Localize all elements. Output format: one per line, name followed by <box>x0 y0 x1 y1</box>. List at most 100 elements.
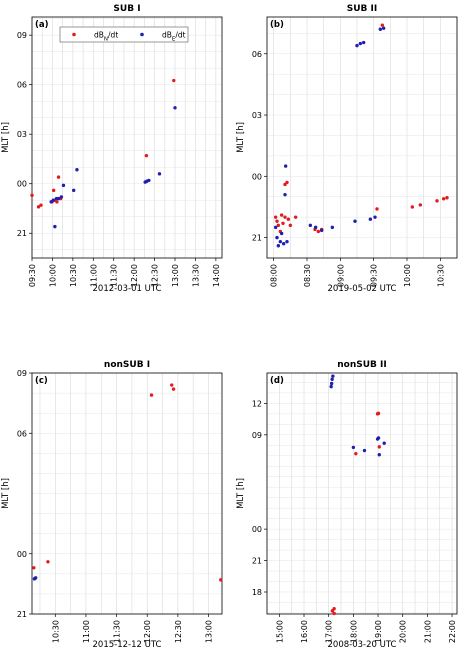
legend-marker <box>72 32 76 37</box>
x-tick-label: 13:00 <box>205 620 214 643</box>
series-dbn-dt <box>330 411 381 616</box>
data-point <box>361 40 366 45</box>
data-point <box>286 217 291 221</box>
series-dbe-dt <box>49 106 177 229</box>
panel-title: SUB I <box>113 4 140 14</box>
data-point <box>46 560 50 564</box>
x-tick-label: 11:30 <box>110 264 119 287</box>
y-tick-label: 09 <box>17 369 27 378</box>
series-dbn-dt <box>30 78 176 209</box>
y-tick-label: 03 <box>252 111 262 120</box>
data-point <box>283 192 287 197</box>
y-axis-label: MLT [h] <box>236 122 246 153</box>
data-point <box>382 441 386 445</box>
y-tick-label: 00 <box>252 172 262 181</box>
y-tick-label: 18 <box>252 588 262 597</box>
data-point <box>61 183 66 188</box>
data-point <box>285 239 289 244</box>
y-tick-label: 21 <box>252 557 262 566</box>
data-point <box>171 387 176 391</box>
data-point <box>375 207 379 211</box>
y-axis-label: MLT [h] <box>1 122 11 153</box>
data-point <box>332 607 336 611</box>
data-point <box>313 225 318 230</box>
data-point <box>276 223 281 228</box>
data-point <box>75 167 79 172</box>
x-tick-label: 08:30 <box>303 264 312 287</box>
data-point <box>362 448 367 453</box>
data-point <box>275 219 279 223</box>
y-tick-label: 00 <box>252 525 262 534</box>
data-point <box>170 383 174 387</box>
data-point <box>149 393 154 397</box>
x-tick-label: 10:00 <box>48 264 57 287</box>
legend-frame <box>59 26 189 43</box>
x-tick-label: 10:30 <box>436 264 445 287</box>
y-tick-label: 00 <box>17 550 27 559</box>
x-axis-label: 2008-03-20 UTC <box>328 640 397 650</box>
data-point <box>279 213 284 217</box>
panel-2: SUB II (b) 08:00 08:30 09:00 09:30 10:00 10:30 2… <box>236 4 458 294</box>
x-tick-label: 18:00 <box>349 620 358 643</box>
data-point <box>157 172 162 176</box>
data-point <box>330 377 334 381</box>
data-point <box>276 244 281 248</box>
series-dbn-dt <box>273 23 449 234</box>
y-tick-label: 09 <box>252 431 262 440</box>
panel-label: (d) <box>270 376 284 386</box>
x-tick-label: 12:30 <box>151 264 160 287</box>
data-point <box>285 180 289 185</box>
data-point <box>278 239 283 244</box>
data-point <box>33 576 38 580</box>
data-point <box>355 43 359 48</box>
data-point <box>59 195 64 199</box>
data-point <box>51 198 55 202</box>
data-point <box>281 242 286 246</box>
series-dbn-dt <box>32 383 223 582</box>
y-tick-label: 06 <box>17 81 27 90</box>
data-point <box>329 384 333 389</box>
data-point <box>332 611 336 616</box>
x-tick-label: 15:00 <box>275 620 284 643</box>
data-point <box>56 196 61 201</box>
data-point <box>373 215 377 219</box>
x-tick-label: 11:00 <box>82 620 91 643</box>
x-tick-label: 12:00 <box>143 620 152 643</box>
x-tick-label: 19:00 <box>374 620 383 643</box>
data-point <box>288 223 293 228</box>
data-point <box>445 196 449 200</box>
data-point <box>173 106 177 110</box>
x-axis-label: 2015-12-12 UTC <box>93 640 162 650</box>
data-point <box>354 451 358 456</box>
data-point <box>172 78 176 83</box>
x-tick-label: 09:00 <box>336 264 345 287</box>
x-tick-label: 10:00 <box>403 264 412 287</box>
x-tick-label: 10:30 <box>69 264 78 287</box>
x-tick-label: 21:00 <box>423 620 432 643</box>
x-tick-label: 20:00 <box>399 620 408 643</box>
data-point <box>418 203 423 207</box>
panel-label: (c) <box>35 376 48 386</box>
x-tick-label: 17:00 <box>325 620 334 643</box>
y-tick-label: 09 <box>17 31 27 40</box>
x-tick-label: 08:00 <box>270 264 279 287</box>
data-point <box>273 225 278 230</box>
data-point <box>316 229 321 234</box>
data-point <box>378 27 383 31</box>
data-point <box>435 199 439 203</box>
data-point <box>376 411 381 416</box>
data-point <box>293 215 298 219</box>
x-tick-label: 14:00 <box>212 264 221 287</box>
data-point <box>279 231 284 236</box>
series-dbe-dt <box>329 374 386 457</box>
y-tick-label: 21 <box>17 610 27 619</box>
data-point <box>39 203 43 207</box>
panel-3: nonSUB I (c) 10:30 11:00 11:30 12:00 12:30 13:0… <box>1 360 223 650</box>
axes-frame <box>31 16 223 259</box>
data-point <box>377 445 381 449</box>
data-point <box>219 578 223 582</box>
y-tick-label: 12 <box>252 399 262 408</box>
data-point <box>308 223 313 228</box>
x-tick-label: 10:30 <box>51 620 60 643</box>
